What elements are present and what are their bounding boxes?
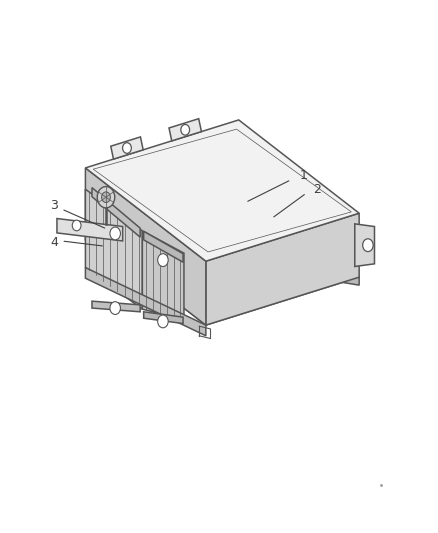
Text: 1: 1 xyxy=(300,169,308,182)
Polygon shape xyxy=(142,231,184,320)
Polygon shape xyxy=(57,219,123,241)
Polygon shape xyxy=(85,189,142,309)
Circle shape xyxy=(110,227,120,240)
Polygon shape xyxy=(169,119,201,141)
Polygon shape xyxy=(85,184,359,325)
Polygon shape xyxy=(85,168,206,325)
Polygon shape xyxy=(85,232,359,285)
Text: 4: 4 xyxy=(50,236,58,249)
Circle shape xyxy=(363,239,373,252)
Polygon shape xyxy=(92,188,140,237)
Polygon shape xyxy=(111,137,143,159)
Polygon shape xyxy=(93,129,351,252)
Text: 3: 3 xyxy=(50,199,58,212)
Polygon shape xyxy=(144,231,183,262)
Circle shape xyxy=(102,192,110,203)
Polygon shape xyxy=(92,301,140,312)
Circle shape xyxy=(110,302,120,314)
Polygon shape xyxy=(144,312,183,324)
Circle shape xyxy=(97,187,115,208)
Circle shape xyxy=(72,220,81,231)
Circle shape xyxy=(181,124,190,135)
Polygon shape xyxy=(206,213,359,325)
Polygon shape xyxy=(85,120,359,261)
Circle shape xyxy=(158,315,168,328)
Polygon shape xyxy=(355,224,374,266)
Polygon shape xyxy=(85,268,206,336)
Text: 2: 2 xyxy=(313,183,321,196)
Circle shape xyxy=(158,254,168,266)
Circle shape xyxy=(123,143,131,154)
